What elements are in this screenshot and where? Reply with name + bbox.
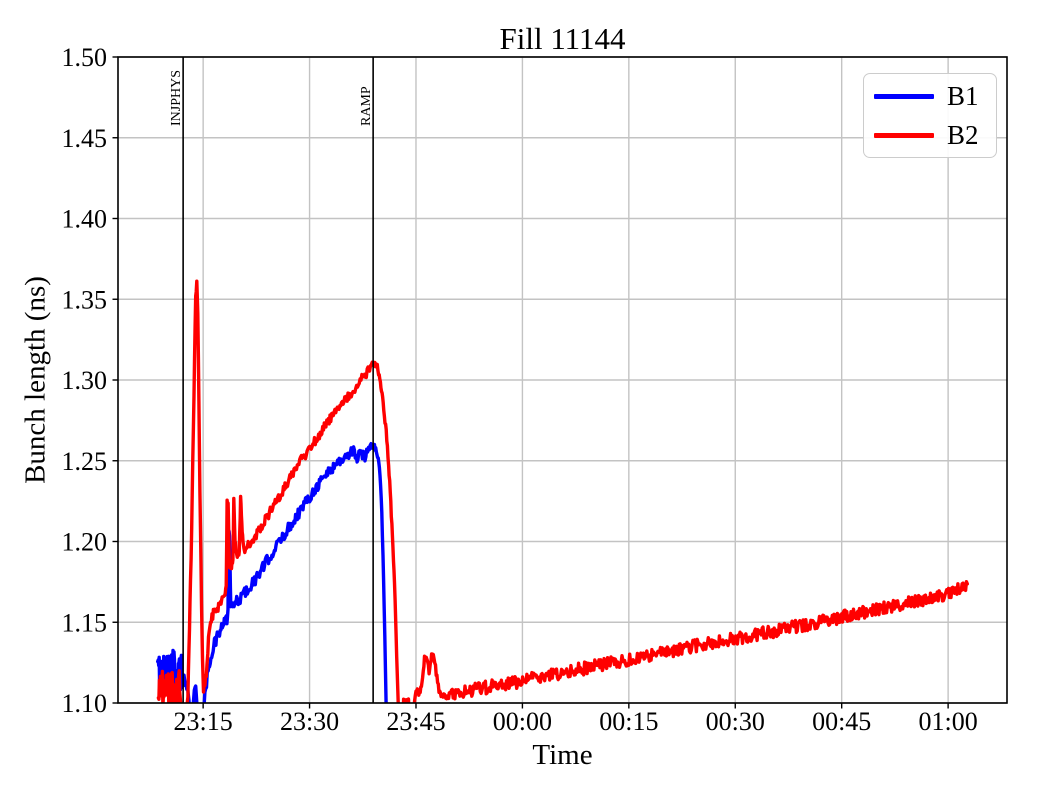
x-tick-label: 00:00 — [493, 707, 552, 736]
y-tick-label: 1.45 — [62, 124, 108, 153]
y-tick-label: 1.10 — [62, 689, 108, 718]
y-axis-label: Bunch length (ns) — [19, 276, 52, 484]
x-axis-label: Time — [532, 739, 593, 771]
y-tick-label: 1.40 — [62, 205, 108, 234]
y-tick-label: 1.30 — [62, 366, 108, 395]
legend: B1 B2 — [863, 73, 997, 158]
chart-title: Fill 11144 — [499, 21, 626, 56]
legend-line-b2 — [874, 132, 934, 138]
x-tick-label: 01:00 — [918, 707, 977, 736]
y-tick-label: 1.20 — [62, 528, 108, 557]
legend-label-b1: B1 — [947, 80, 979, 111]
legend-item-b2: B2 — [874, 120, 996, 150]
legend-line-b1 — [874, 93, 934, 99]
event-label-injphys: INJPHYS — [169, 70, 184, 126]
event-markers: INJPHYS RAMP — [169, 57, 374, 703]
y-tick-label: 1.25 — [62, 447, 108, 476]
axis-ticks: 23:15 23:30 23:45 00:00 00:15 00:30 00:45 01:00… — [62, 43, 978, 736]
x-tick-label: 23:30 — [280, 707, 339, 736]
x-tick-label: 23:45 — [386, 707, 445, 736]
series-line-b2 — [156, 279, 969, 703]
y-tick-label: 1.35 — [62, 285, 108, 314]
x-tick-label: 00:30 — [706, 707, 765, 736]
data-series — [156, 279, 969, 703]
legend-item-b1: B1 — [874, 81, 996, 111]
event-label-ramp: RAMP — [359, 86, 374, 126]
series-line-b1 — [156, 442, 388, 703]
x-tick-label: 00:45 — [812, 707, 871, 736]
y-tick-label: 1.50 — [62, 43, 108, 72]
y-tick-label: 1.15 — [62, 608, 108, 637]
x-tick-label: 00:15 — [599, 707, 658, 736]
x-tick-label: 23:15 — [174, 707, 233, 736]
legend-label-b2: B2 — [947, 119, 979, 150]
